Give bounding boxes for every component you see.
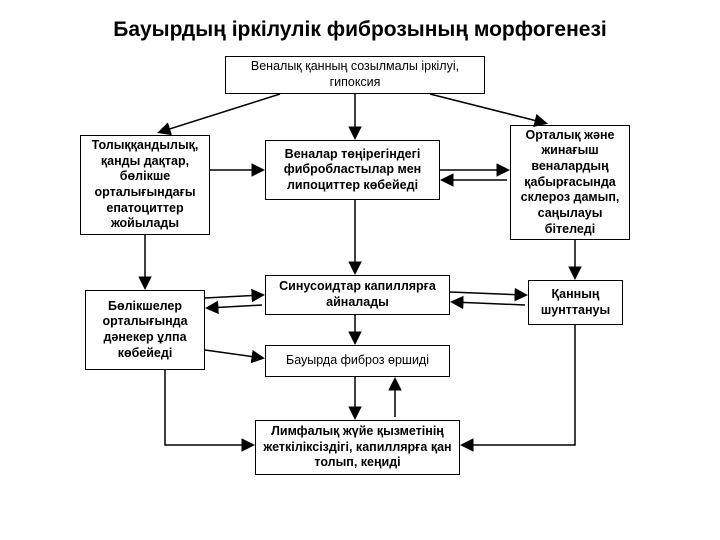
- box-mid1: Веналар төңірегіндегі фибробластылар мен…: [265, 140, 440, 200]
- box-top: Веналық қанның созылмалы іркілуі, гипокс…: [225, 56, 485, 94]
- diagram-title: Бауырдың іркілулік фиброзының морфогенез…: [0, 18, 720, 42]
- box-mid2: Синусоидтар капиллярға айналады: [265, 275, 450, 315]
- box-right2: Қанның шунттануы: [528, 280, 623, 325]
- box-right1: Орталық және жинағыш веналардың қабырғас…: [510, 125, 630, 240]
- box-mid3: Бауырда фиброз өршиді: [265, 345, 450, 377]
- box-left1: Толыққандылық, қанды дақтар, бөлікше орт…: [80, 135, 210, 235]
- box-left2: Бөлікшелер орталығында дәнекер ұлпа көбе…: [85, 290, 205, 370]
- box-mid4: Лимфалық жүйе қызметінің жеткіліксіздігі…: [255, 420, 460, 475]
